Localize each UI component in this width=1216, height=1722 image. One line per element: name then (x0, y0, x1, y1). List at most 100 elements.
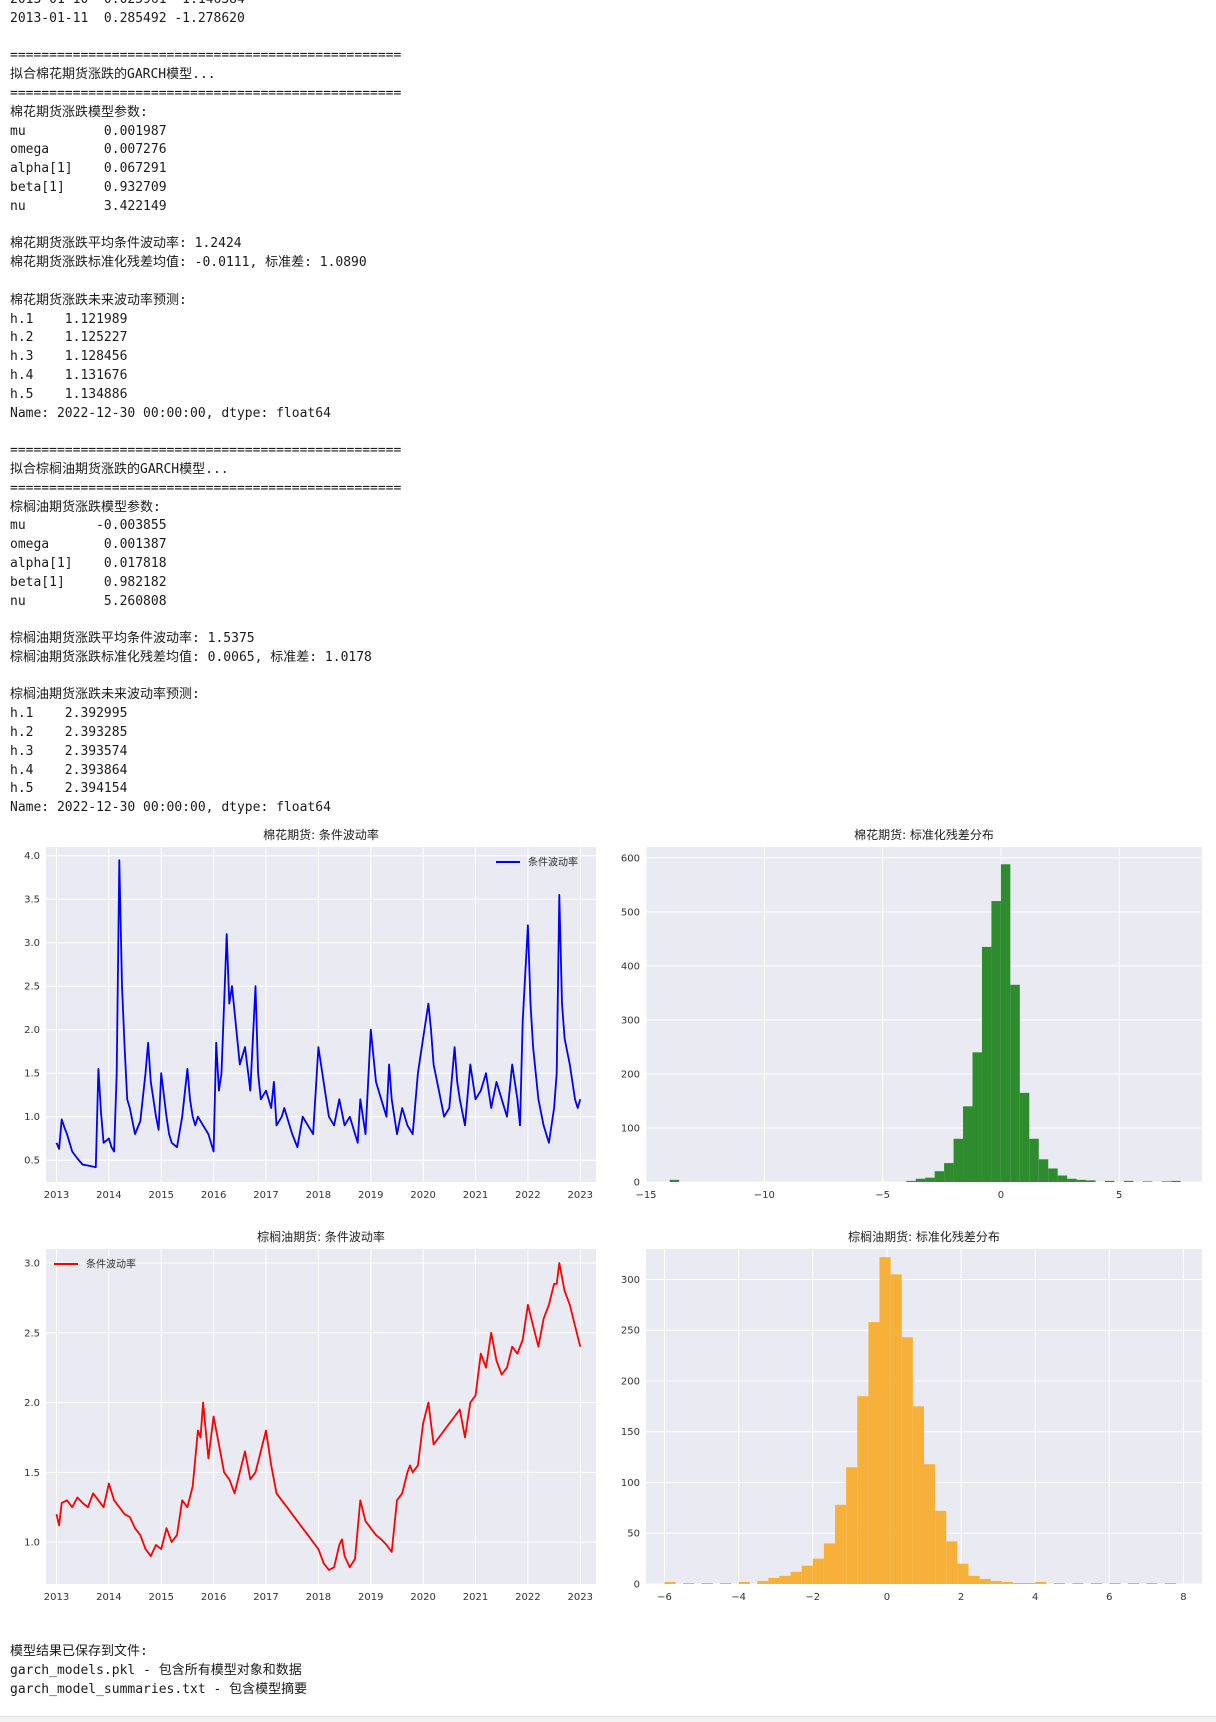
histogram-bar (1090, 1582, 1102, 1584)
output-line: 棕榈油期货涨跌模型参数: (10, 499, 161, 515)
x-tick-label: 2013 (44, 1592, 69, 1603)
histogram-bar (934, 1171, 945, 1182)
output-line: h.3 2.393574 (10, 743, 128, 759)
output-line: h.5 1.134886 (10, 386, 128, 402)
palm-volatility-chart: 棕榈油期货: 条件波动率 1.0 1.5 2.0 2.5 3.0 2013 2014 2015 2… (14, 1224, 604, 1614)
histogram-bar (946, 1541, 958, 1584)
histogram-bar (906, 1180, 916, 1182)
histogram-bar (1127, 1582, 1139, 1584)
output-line (10, 611, 401, 630)
x-tick-label: 2019 (358, 1190, 383, 1201)
y-tick-label: 200 (621, 1069, 640, 1080)
histogram-bar (1164, 1582, 1177, 1584)
palm-residual-svg: 棕榈油期货: 标准化残差分布 0 50 100 150 200 250 300 −6 −4 −2 0 2… (621, 1229, 1202, 1603)
x-tick-label: 2016 (201, 1190, 226, 1201)
histogram-bar (768, 1577, 780, 1584)
histogram-bar (683, 1582, 695, 1584)
y-tick-label: 250 (621, 1326, 640, 1337)
output-line: ========================================… (10, 443, 402, 459)
output-line (10, 273, 401, 292)
output-line: 拟合棉花期货涨跌的GARCH模型... (10, 67, 216, 83)
histogram-bar (1019, 1092, 1030, 1182)
x-tick-label: 2015 (149, 1592, 174, 1603)
plot-area (46, 1249, 596, 1584)
output-line: 棉花期货涨跌标准化残差均值: -0.0111, 标准差: 1.0890 (10, 255, 367, 271)
x-tick-label: 2022 (515, 1190, 540, 1201)
x-tick-label: 2017 (253, 1592, 278, 1603)
cotton-volatility-svg: 棉花期货: 条件波动率 0.5 1.0 1.5 2.0 2.5 3.0 3.5 4.0 2013 2… (24, 827, 596, 1201)
output-line: h.5 2.394154 (10, 781, 128, 797)
output-line: mu -0.003855 (10, 518, 167, 534)
y-tick-label: 4.0 (24, 851, 40, 862)
y-tick-label: 1.5 (24, 1069, 40, 1080)
y-tick-label: 2.0 (24, 1025, 40, 1036)
output-line: ========================================… (10, 480, 402, 496)
histogram-bar (1161, 1181, 1172, 1182)
histogram-bar (968, 1575, 980, 1584)
y-tick-label: 1.5 (24, 1468, 40, 1479)
x-tick-label: 2014 (96, 1190, 121, 1201)
output-line: 棉花期货涨跌未来波动率预测: (10, 292, 187, 308)
histogram-bar (1053, 1582, 1065, 1584)
chart-title: 棉花期货: 标准化残差分布 (854, 827, 994, 842)
histogram-bar (1086, 1180, 1096, 1182)
legend-label: 条件波动率 (86, 1258, 136, 1271)
histogram-bar (915, 1178, 926, 1182)
chart-title: 棕榈油期货: 标准化残差分布 (848, 1229, 1000, 1244)
histogram-bar (879, 1257, 891, 1584)
histogram-bar (1123, 1180, 1134, 1182)
histogram-bar (1024, 1582, 1036, 1584)
palm-volatility-svg: 棕榈油期货: 条件波动率 1.0 1.5 2.0 2.5 3.0 2013 2014 2015 2… (24, 1229, 596, 1603)
x-tick-label: 2019 (358, 1592, 383, 1603)
output-line: 棕榈油期货涨跌标准化残差均值: 0.0065, 标准差: 1.0178 (10, 649, 372, 665)
histogram-bar (835, 1504, 847, 1584)
y-tick-label: 3.5 (24, 895, 40, 906)
y-tick-label: 3.0 (24, 1258, 40, 1269)
histogram-bar (1146, 1582, 1158, 1584)
series-line (55, 1262, 582, 1571)
output-line: omega 0.007276 (10, 142, 167, 158)
palm-residual-histogram: 棕榈油期货: 标准化残差分布 0 50 100 150 200 250 300 −6 −4 −2 0 2… (614, 1224, 1210, 1614)
histogram-bar (979, 1578, 991, 1584)
x-tick-label: −15 (635, 1190, 656, 1201)
output-log-top: 2013-01-10 0.025961 -1.1463842013-01-11 … (10, 0, 401, 818)
histogram-bar (912, 1406, 924, 1584)
output-line: h.2 1.125227 (10, 330, 128, 346)
output-line: ========================================… (10, 85, 402, 101)
x-tick-label: −2 (805, 1592, 820, 1603)
histogram-bar (1048, 1168, 1058, 1182)
x-tick-label: 6 (1106, 1592, 1112, 1603)
x-tick-label: 2021 (463, 1190, 488, 1201)
output-line: h.2 2.393285 (10, 725, 128, 741)
histogram-bar (1000, 864, 1011, 1182)
x-tick-label: 2018 (306, 1592, 331, 1603)
x-tick-label: 0 (998, 1190, 1004, 1201)
x-tick-label: 2020 (410, 1190, 435, 1201)
histogram-bar (963, 1106, 973, 1182)
legend-label: 条件波动率 (528, 856, 578, 869)
y-tick-label: 400 (621, 961, 640, 972)
x-tick-label: 2015 (149, 1190, 174, 1201)
output-line: h.4 1.131676 (10, 367, 128, 383)
output-line: 棉花期货涨跌平均条件波动率: 1.2424 (10, 236, 242, 252)
output-line: 棉花期货涨跌模型参数: (10, 104, 148, 120)
y-tick-label: 2.5 (24, 1328, 40, 1339)
histogram-bar (901, 1337, 913, 1584)
histogram-bar (935, 1510, 947, 1584)
y-tick-label: 100 (621, 1478, 640, 1489)
histogram-bar (812, 1558, 824, 1584)
x-tick-label: 5 (1116, 1190, 1122, 1201)
histogram-bar (925, 1177, 935, 1182)
x-tick-label: 2020 (410, 1592, 435, 1603)
output-line: 2013-01-11 0.285492 -1.278620 (10, 10, 245, 26)
y-tick-label: 1.0 (24, 1112, 40, 1123)
histogram-bar (1057, 1175, 1068, 1182)
histogram-bar (981, 946, 992, 1182)
x-tick-label: 8 (1180, 1592, 1186, 1603)
output-line: Name: 2022-12-30 00:00:00, dtype: float6… (10, 800, 331, 816)
x-tick-label: 2017 (253, 1190, 278, 1201)
x-tick-label: −5 (875, 1190, 890, 1201)
histogram-bar (823, 1543, 836, 1584)
histogram-bar (991, 901, 1001, 1182)
output-log-bottom: 模型结果已保存到文件: garch_models.pkl - 包含所有模型对象和数… (10, 1643, 307, 1699)
